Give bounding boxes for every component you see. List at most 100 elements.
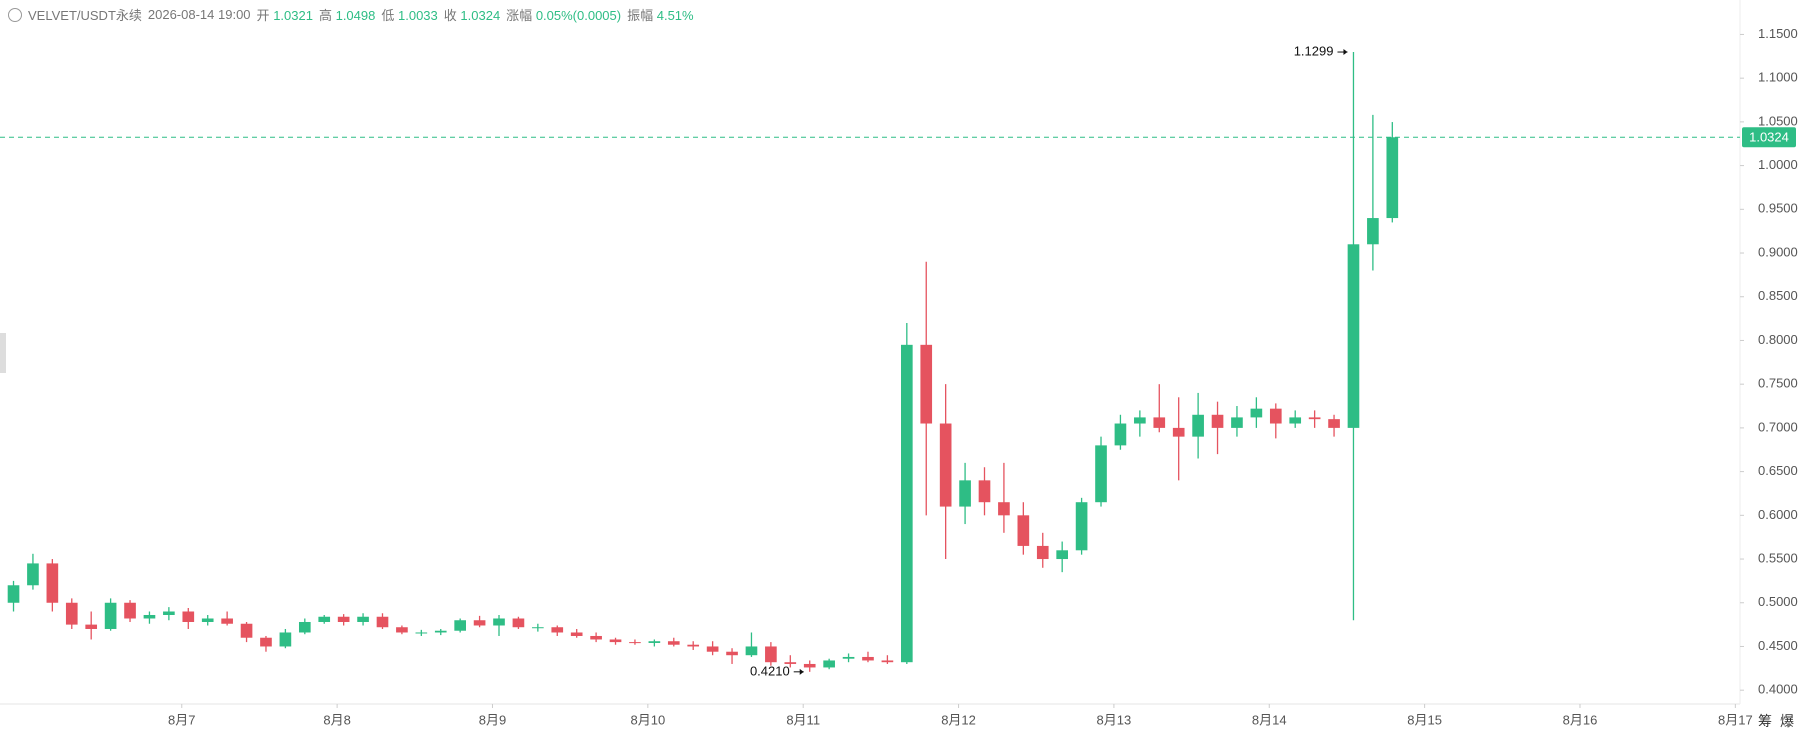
candle-body [65, 602, 78, 625]
x-tick-label: 8月7 [168, 712, 195, 727]
toolbar-button[interactable]: 筹 [1758, 713, 1772, 729]
candle-body [667, 641, 680, 645]
y-tick-label: 0.4000 [1758, 682, 1798, 697]
annotation-arrowhead [1343, 49, 1348, 56]
candle-body [1211, 414, 1224, 428]
field-label: 振幅 [627, 8, 654, 23]
candle-body [1347, 244, 1360, 428]
field-value: 1.0033 [398, 8, 438, 23]
x-tick-label: 8月14 [1252, 712, 1287, 727]
y-tick-label: 0.8000 [1758, 332, 1798, 347]
candle-body [842, 656, 855, 659]
candle-body [7, 585, 20, 603]
x-tick-label: 8月12 [941, 712, 976, 727]
field-value: 1.0324 [460, 8, 501, 23]
last-price-label: 1.0324 [1749, 130, 1789, 145]
candle-body [609, 639, 622, 643]
x-tick-label: 8月13 [1097, 712, 1132, 727]
candle-body [1328, 419, 1340, 428]
collapse-icon[interactable] [8, 7, 22, 22]
x-tick-label: 8月17 [1718, 712, 1753, 727]
candle-body [279, 632, 292, 647]
candle-body [512, 618, 525, 628]
candle-body [706, 646, 719, 652]
symbol[interactable]: VELVET/USDT永续 [28, 8, 142, 23]
field: 涨幅 0.05%(0.0005) [506, 5, 621, 24]
candle-body [570, 632, 583, 636]
candle-body [532, 627, 544, 629]
toolbar: 筹爆 [1758, 711, 1794, 731]
candle-body [1017, 515, 1030, 546]
field: 开 1.0321 [257, 5, 313, 24]
candle-body [434, 630, 447, 633]
candle-body [1114, 423, 1127, 446]
candle-body [1308, 417, 1321, 420]
candle-body [1036, 545, 1049, 560]
candle-body [201, 618, 214, 622]
field-label: 涨幅 [506, 8, 533, 23]
y-tick-label: 0.6500 [1758, 463, 1798, 478]
candle-body [803, 663, 816, 668]
field-value: 4.51% [656, 8, 694, 23]
candle-body [376, 616, 389, 628]
y-tick-label: 0.6000 [1758, 507, 1798, 522]
candle-body [900, 344, 913, 663]
annotation-arrowhead [799, 668, 804, 675]
candle-body [881, 660, 894, 663]
header: VELVET/USDT永续 2026-08-14 19:00 开 1.0321 高… [8, 5, 694, 24]
candle-body [357, 616, 369, 622]
y-tick-label: 0.5000 [1758, 594, 1798, 609]
candle-body [85, 624, 98, 629]
side-handle[interactable] [0, 333, 6, 373]
candle-body [318, 616, 331, 622]
candle-body [143, 614, 156, 619]
x-tick-label: 8月16 [1563, 712, 1598, 727]
x-tick-label: 8月8 [323, 712, 350, 727]
candle-body [998, 502, 1010, 516]
candle-body [1367, 218, 1379, 245]
candle-body [1231, 417, 1243, 428]
candle-body [648, 641, 661, 643]
candle-body [1095, 445, 1107, 503]
candle-body [745, 646, 758, 656]
candle-body [726, 651, 738, 656]
y-tick-label: 0.7000 [1758, 419, 1798, 434]
annotation-label: 0.4210 [750, 663, 790, 678]
candle-body [337, 616, 350, 622]
candle-body [104, 602, 117, 629]
candle-body [473, 620, 486, 626]
candle-body [396, 627, 408, 633]
candle-body [46, 563, 59, 603]
field-value: 0.05%(0.0005) [535, 8, 622, 23]
candle-body [1172, 427, 1185, 437]
candle-body [765, 646, 777, 663]
candle-body [862, 656, 874, 661]
field-value: 1.0321 [273, 8, 313, 23]
x-tick-label: 8月10 [630, 712, 665, 727]
candle-body [590, 635, 602, 640]
candle-body [1289, 417, 1302, 424]
candle-body [454, 620, 466, 631]
field-label: 低 [381, 8, 395, 23]
candle-body [124, 602, 136, 619]
candle-body [1192, 414, 1204, 437]
toolbar-button[interactable]: 爆 [1780, 713, 1794, 729]
field-label: 高 [318, 8, 332, 23]
x-tick-label: 8月9 [479, 712, 506, 727]
candle-body [1153, 417, 1166, 428]
field: 低 1.0033 [381, 5, 437, 24]
candle-body [823, 660, 835, 668]
candle-body [221, 618, 233, 624]
x-tick-label: 8月11 [786, 712, 820, 727]
last-price-tag [1742, 127, 1796, 148]
y-tick-label: 0.8500 [1758, 288, 1798, 303]
candle-body [1056, 550, 1069, 560]
field: 收 1.0324 [444, 5, 500, 24]
y-tick-label: 1.1500 [1758, 26, 1798, 41]
candle-body [240, 623, 253, 638]
candle-body [978, 480, 991, 503]
annotation-label: 1.1299 [1294, 43, 1334, 58]
candle-body [959, 480, 971, 507]
